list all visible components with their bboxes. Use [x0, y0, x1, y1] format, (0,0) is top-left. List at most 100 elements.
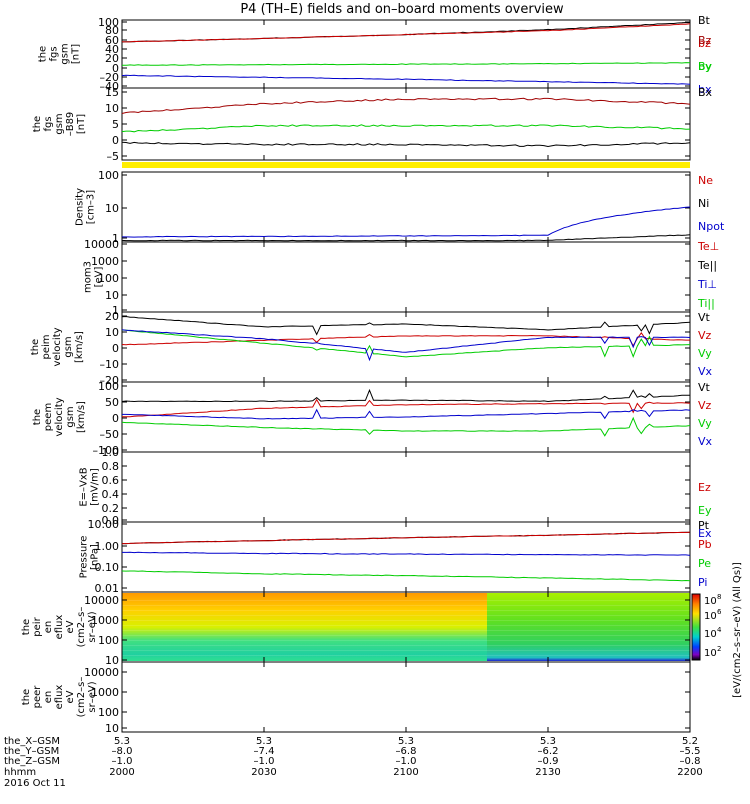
ytick-label: 0.8 — [102, 460, 120, 473]
footer-value: 5.3 — [256, 736, 272, 747]
legend-pt: Pt — [698, 519, 710, 532]
series-line-2-npot — [122, 206, 691, 238]
legend-ti: Ti⊥ — [697, 278, 717, 291]
legend-vz: Vz — [698, 399, 712, 412]
panel-frame-2 — [121, 87, 691, 161]
y-axis-label: (cm2–s– — [76, 607, 87, 648]
y-axis-label: velocity — [52, 327, 63, 366]
heatmap-band — [122, 650, 690, 651]
series-line-0-by — [122, 62, 691, 66]
ytick-label: 1.0 — [102, 446, 120, 459]
ytick-label: 10 — [105, 654, 119, 667]
ytick-label: 100 — [98, 16, 119, 29]
ytick-label: 20 — [105, 52, 119, 65]
footer-value: 5.2 — [682, 736, 698, 747]
ytick-label: 100 — [98, 380, 119, 393]
ytick-label: 0.10 — [95, 561, 120, 574]
footer-row-label: the_X–GSM — [4, 736, 60, 747]
ytick-label: 0 — [112, 342, 119, 355]
legend-te: Te|| — [697, 259, 717, 272]
legend-bx: bx — [698, 83, 712, 96]
footer-value: –6.8 — [396, 746, 417, 757]
ytick-label: 10.00 — [88, 518, 120, 531]
series-line-0-bx — [121, 74, 691, 85]
legend-ne: Ne — [698, 174, 713, 187]
legend-bz: bz — [698, 37, 711, 50]
heatmap-band — [122, 625, 690, 626]
series-line-5-vy — [121, 416, 691, 437]
footer-value: –5.5 — [680, 746, 701, 757]
y-axis-label: gsm — [65, 406, 76, 427]
series-line-0-bz — [121, 23, 691, 43]
legend-vx: Vx — [698, 365, 713, 378]
footer-value: –0.9 — [538, 756, 559, 767]
legend-vy: Vy — [698, 347, 712, 360]
ytick-label: –50 — [100, 428, 120, 441]
series-line-7-pe — [121, 570, 691, 582]
colorbar — [691, 593, 701, 661]
heatmap-band — [122, 630, 690, 631]
colorbar-tick-exponent: 4 — [717, 626, 722, 634]
y-axis-label: [cm–3] — [86, 190, 97, 225]
footer-row-label: hhmm — [4, 767, 36, 778]
legend-vx: Vx — [698, 435, 713, 448]
y-axis-label: the — [32, 409, 43, 425]
y-axis-label: [nT] — [71, 44, 82, 64]
heatmap-band — [122, 600, 690, 601]
series-line-7-pi — [122, 551, 691, 556]
colorbar-tick-label: 10 — [704, 629, 717, 640]
ytick-label: 1000 — [91, 686, 119, 699]
panel-frame-8 — [121, 521, 691, 593]
y-axis-label: peem — [43, 403, 54, 431]
ytick-label: –40 — [100, 80, 120, 93]
y-axis-label: gsm — [63, 336, 74, 357]
ytick-label: 1 — [112, 304, 119, 317]
ytick-label: –20 — [100, 374, 120, 387]
series-line-4-vt — [121, 315, 691, 336]
footer-value: –7.4 — [254, 746, 275, 757]
legend-pb: Pb — [698, 538, 712, 551]
ytick-label: 0 — [112, 62, 119, 75]
y-axis-label: [km/s] — [76, 401, 87, 433]
y-axis-label: the — [21, 619, 32, 635]
ytick-label: 100 — [98, 706, 119, 719]
ytick-label: 80 — [105, 24, 119, 37]
footer-row-label: the_Z–GSM — [4, 756, 60, 767]
colorbar-tick-exponent: 6 — [717, 608, 722, 616]
y-axis-label: [nPa] — [90, 544, 101, 570]
ytick-label: 0 — [112, 134, 119, 147]
ytick-label: 10000 — [84, 594, 119, 607]
series-line-1-bx — [121, 141, 691, 148]
ytick-label: 1000 — [91, 614, 119, 627]
footer-value: 2000 — [109, 767, 134, 778]
ytick-label: –5 — [107, 150, 120, 163]
ytick-label: 20 — [105, 310, 119, 323]
y-axis-label: eflux — [54, 615, 65, 640]
legend-vy: Vy — [698, 417, 712, 430]
heatmap-segment-1 — [122, 593, 487, 661]
ytick-label: –20 — [100, 71, 120, 84]
ytick-label: 0.4 — [102, 488, 120, 501]
footer-value: 2100 — [393, 767, 418, 778]
footer-value: 2130 — [535, 767, 560, 778]
heatmap-band — [122, 605, 690, 606]
colorbar-label: [eV/(cm2–s–sr–eV) (All Qs)] — [732, 562, 743, 698]
ytick-label: 60 — [105, 34, 119, 47]
y-axis-label: [mV/m] — [90, 468, 101, 506]
series-line-5-vt — [121, 388, 691, 403]
legend-bz: Bz — [698, 34, 712, 47]
series-line-1-by — [121, 124, 691, 133]
legend-vt: Vt — [698, 381, 711, 394]
ytick-label: 10000 — [84, 238, 119, 251]
ytick-label: 10 — [105, 289, 119, 302]
heatmap-segment-2 — [487, 593, 690, 661]
y-axis-label: Density — [75, 188, 86, 226]
panel-frame-10 — [121, 661, 691, 733]
y-axis-label: [km/s] — [74, 331, 85, 363]
legend-vt: Vt — [698, 311, 711, 324]
ytick-label: 10 — [105, 102, 119, 115]
series-line-7-pb — [121, 531, 691, 545]
heatmap-band — [122, 615, 690, 616]
